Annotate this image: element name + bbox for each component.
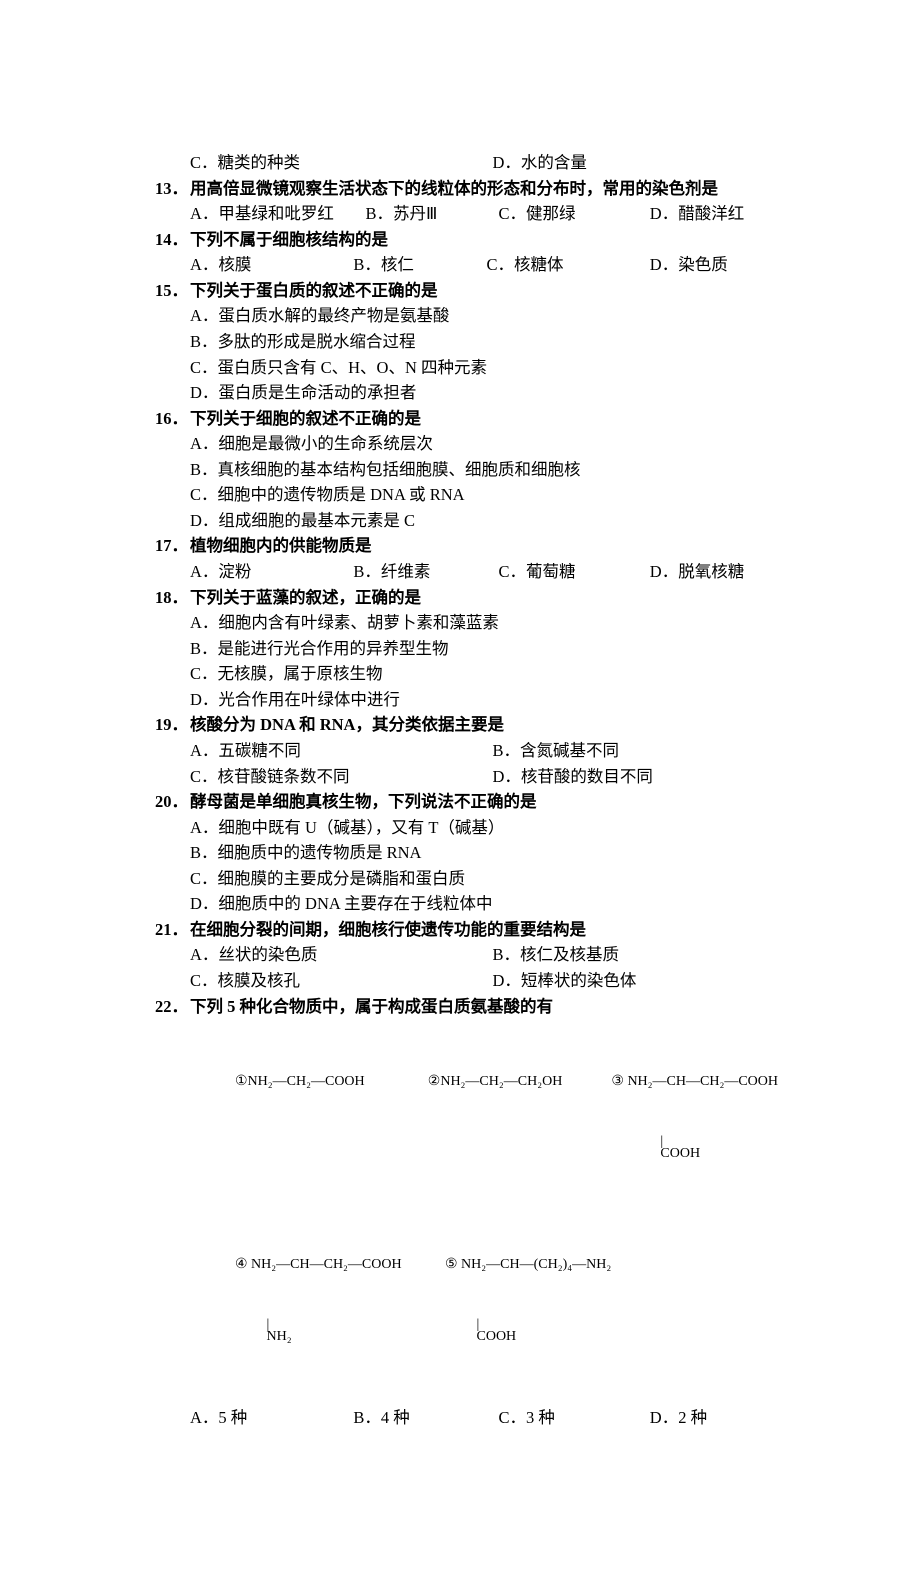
question-number: 20． [155,789,190,815]
q20-stem: 20． 酵母菌是单细胞真核生物，下列说法不正确的是 [155,789,795,815]
question-text: 核酸分为 DNA 和 RNA，其分类依据主要是 [190,712,795,738]
q22-stem: 22． 下列 5 种化合物质中，属于构成蛋白质氨基酸的有 [155,994,795,1020]
option-b: B．多肽的形成是脱水缩合过程 [155,329,795,355]
question-text: 植物细胞内的供能物质是 [190,533,795,559]
option-c: C．健那绿 [499,201,650,227]
option-a: A．细胞内含有叶绿素、胡萝卜素和藻蓝素 [155,610,795,636]
option-b: B．含氮碱基不同 [493,738,796,764]
option-c: C．蛋白质只含有 C、H、O、N 四种元素 [155,355,795,381]
option-d: D．短棒状的染色体 [493,968,796,994]
q19-options-cd: C．核苷酸链条数不同 D．核苷酸的数目不同 [155,764,795,790]
option-b: B．真核细胞的基本结构包括细胞膜、细胞质和细胞核 [155,457,795,483]
question-number: 22． [155,994,190,1020]
formula-5: ⑤ NH₂—CH—(CH₂)₄—NH₂ | COOH [445,1210,645,1387]
q14-options: A．核膜 B．核仁 C．核糖体 D．染色质 [155,252,795,278]
question-number: 17． [155,533,190,559]
option-c: C．核膜及核孔 [190,968,493,994]
formula-3: ③ NH₂—CH—CH₂—COOH | COOH [611,1027,795,1204]
option-a: A．蛋白质水解的最终产物是氨基酸 [155,303,795,329]
option-d: D．2 种 [650,1405,795,1431]
option-d: D．醋酸洋红 [650,201,795,227]
q19-stem: 19． 核酸分为 DNA 和 RNA，其分类依据主要是 [155,712,795,738]
question-number: 18． [155,585,190,611]
option-b: B．细胞质中的遗传物质是 RNA [155,840,795,866]
formula-2: ②NH₂—CH₂—CH₂OH [428,1027,612,1204]
q21-options-cd: C．核膜及核孔 D．短棒状的染色体 [155,968,795,994]
question-text: 下列关于蓝藻的叙述，正确的是 [190,585,795,611]
formula-4: ④ NH₂—CH—CH₂—COOH | NH₂ [235,1210,445,1387]
question-number: 19． [155,712,190,738]
question-text: 下列关于细胞的叙述不正确的是 [190,406,795,432]
question-text: 在细胞分裂的间期，细胞核行使遗传功能的重要结构是 [190,917,795,943]
option-b: B．纤维素 [353,559,498,585]
question-text: 用高倍显微镜观察生活状态下的线粒体的形态和分布时，常用的染色剂是 [190,176,795,202]
question-number: 21． [155,917,190,943]
option-b: B．核仁及核基质 [493,942,796,968]
question-number: 16． [155,406,190,432]
question-text: 下列 5 种化合物质中，属于构成蛋白质氨基酸的有 [190,994,795,1020]
option-c: C．无核膜，属于原核生物 [155,661,795,687]
q22-formulas: ①NH₂—CH₂—COOH ②NH₂—CH₂—CH₂OH ③ NH₂—CH—CH… [155,1019,795,1399]
q12-options-cd: C．糖类的种类 D．水的含量 [155,150,795,176]
q15-stem: 15． 下列关于蛋白质的叙述不正确的是 [155,278,795,304]
option-c: C．糖类的种类 [190,150,493,176]
option-b: B．核仁 [353,252,486,278]
option-c: C．3 种 [499,1405,650,1431]
q21-options-ab: A．丝状的染色质 B．核仁及核基质 [155,942,795,968]
option-c: C．葡萄糖 [499,559,650,585]
q16-stem: 16． 下列关于细胞的叙述不正确的是 [155,406,795,432]
option-d: D．脱氧核糖 [650,559,795,585]
q17-stem: 17． 植物细胞内的供能物质是 [155,533,795,559]
formula-row-2: ④ NH₂—CH—CH₂—COOH | NH₂ ⑤ NH₂—CH—(CH₂)₄—… [235,1210,795,1387]
formula-row-1: ①NH₂—CH₂—COOH ②NH₂—CH₂—CH₂OH ③ NH₂—CH—CH… [235,1027,795,1204]
exam-page: C．糖类的种类 D．水的含量 13． 用高倍显微镜观察生活状态下的线粒体的形态和… [0,0,920,1571]
option-c: C．核苷酸链条数不同 [190,764,493,790]
option-a: A．淀粉 [190,559,353,585]
option-b: B．苏丹Ⅲ [365,201,498,227]
option-c: C．核糖体 [486,252,649,278]
option-d: D．染色质 [650,252,795,278]
option-b: B．4 种 [353,1405,498,1431]
option-d: D．细胞质中的 DNA 主要存在于线粒体中 [155,891,795,917]
option-c: C．细胞中的遗传物质是 DNA 或 RNA [155,482,795,508]
option-a: A．甲基绿和吡罗红 [190,201,365,227]
formula-1: ①NH₂—CH₂—COOH [235,1027,428,1204]
q13-stem: 13． 用高倍显微镜观察生活状态下的线粒体的形态和分布时，常用的染色剂是 [155,176,795,202]
option-a: A．细胞中既有 U（碱基），又有 T（碱基） [155,815,795,841]
question-number: 15． [155,278,190,304]
q22-options: A．5 种 B．4 种 C．3 种 D．2 种 [155,1405,795,1431]
q13-options: A．甲基绿和吡罗红 B．苏丹Ⅲ C．健那绿 D．醋酸洋红 [155,201,795,227]
option-a: A．五碳糖不同 [190,738,493,764]
q18-stem: 18． 下列关于蓝藻的叙述，正确的是 [155,585,795,611]
option-a: A．核膜 [190,252,353,278]
q14-stem: 14． 下列不属于细胞核结构的是 [155,227,795,253]
option-d: D．组成细胞的最基本元素是 C [155,508,795,534]
option-c: C．细胞膜的主要成分是磷脂和蛋白质 [155,866,795,892]
option-d: D．蛋白质是生命活动的承担者 [155,380,795,406]
q17-options: A．淀粉 B．纤维素 C．葡萄糖 D．脱氧核糖 [155,559,795,585]
question-text: 酵母菌是单细胞真核生物，下列说法不正确的是 [190,789,795,815]
option-d: D．水的含量 [493,150,796,176]
option-a: A．丝状的染色质 [190,942,493,968]
option-a: A．5 种 [190,1405,353,1431]
option-d: D．核苷酸的数目不同 [493,764,796,790]
question-text: 下列不属于细胞核结构的是 [190,227,795,253]
option-a: A．细胞是最微小的生命系统层次 [155,431,795,457]
question-number: 13． [155,176,190,202]
question-text: 下列关于蛋白质的叙述不正确的是 [190,278,795,304]
option-d: D．光合作用在叶绿体中进行 [155,687,795,713]
question-number: 14． [155,227,190,253]
q19-options-ab: A．五碳糖不同 B．含氮碱基不同 [155,738,795,764]
option-b: B．是能进行光合作用的异养型生物 [155,636,795,662]
q21-stem: 21． 在细胞分裂的间期，细胞核行使遗传功能的重要结构是 [155,917,795,943]
